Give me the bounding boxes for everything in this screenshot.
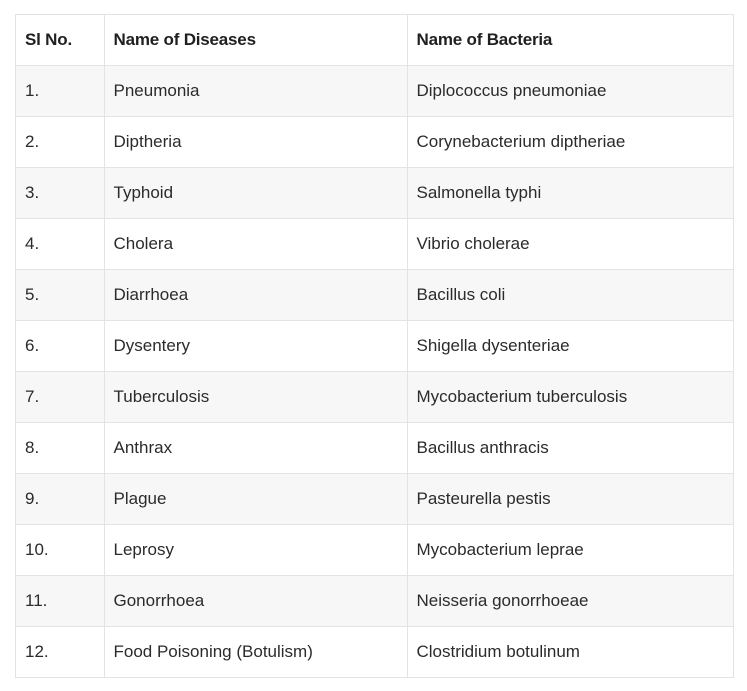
header-disease-name: Name of Diseases xyxy=(104,15,408,66)
cell-serial-number: 2. xyxy=(16,116,105,168)
cell-disease-name: Dysentery xyxy=(104,320,408,372)
table-row: 2. Diptheria Corynebacterium diptheriae xyxy=(16,116,733,168)
cell-disease-name: Pneumonia xyxy=(104,65,408,117)
diseases-bacteria-table-container: Sl No. Name of Diseases Name of Bacteria… xyxy=(15,14,734,678)
cell-serial-number: 9. xyxy=(16,473,105,525)
table-row: 11. Gonorrhoea Neisseria gonorrhoeae xyxy=(16,575,733,627)
cell-disease-name: Tuberculosis xyxy=(104,371,408,423)
header-row: Sl No. Name of Diseases Name of Bacteria xyxy=(16,15,733,66)
cell-bacteria-name: Corynebacterium diptheriae xyxy=(407,116,733,168)
cell-serial-number: 7. xyxy=(16,371,105,423)
cell-bacteria-name: Bacillus anthracis xyxy=(407,422,733,474)
cell-disease-name: Diptheria xyxy=(104,116,408,168)
cell-bacteria-name: Vibrio cholerae xyxy=(407,218,733,270)
table-row: 1. Pneumonia Diplococcus pneumoniae xyxy=(16,65,733,117)
cell-bacteria-name: Mycobacterium tuberculosis xyxy=(407,371,733,423)
cell-disease-name: Diarrhoea xyxy=(104,269,408,321)
cell-serial-number: 8. xyxy=(16,422,105,474)
cell-bacteria-name: Shigella dysenteriae xyxy=(407,320,733,372)
cell-serial-number: 12. xyxy=(16,626,105,677)
cell-disease-name: Cholera xyxy=(104,218,408,270)
cell-bacteria-name: Pasteurella pestis xyxy=(407,473,733,525)
cell-disease-name: Food Poisoning (Botulism) xyxy=(104,626,408,677)
cell-bacteria-name: Clostridium botulinum xyxy=(407,626,733,677)
cell-disease-name: Gonorrhoea xyxy=(104,575,408,627)
cell-disease-name: Plague xyxy=(104,473,408,525)
cell-bacteria-name: Mycobacterium leprae xyxy=(407,524,733,576)
table-row: 6. Dysentery Shigella dysenteriae xyxy=(16,320,733,372)
cell-bacteria-name: Diplococcus pneumoniae xyxy=(407,65,733,117)
cell-bacteria-name: Salmonella typhi xyxy=(407,167,733,219)
table-row: 5. Diarrhoea Bacillus coli xyxy=(16,269,733,321)
table-row: 12. Food Poisoning (Botulism) Clostridiu… xyxy=(16,626,733,677)
cell-serial-number: 3. xyxy=(16,167,105,219)
table-row: 8. Anthrax Bacillus anthracis xyxy=(16,422,733,474)
cell-disease-name: Typhoid xyxy=(104,167,408,219)
cell-serial-number: 1. xyxy=(16,65,105,117)
cell-serial-number: 4. xyxy=(16,218,105,270)
cell-disease-name: Leprosy xyxy=(104,524,408,576)
table-row: 10. Leprosy Mycobacterium leprae xyxy=(16,524,733,576)
table-row: 7. Tuberculosis Mycobacterium tuberculos… xyxy=(16,371,733,423)
cell-serial-number: 10. xyxy=(16,524,105,576)
table-row: 3. Typhoid Salmonella typhi xyxy=(16,167,733,219)
table-header: Sl No. Name of Diseases Name of Bacteria xyxy=(16,15,733,66)
cell-serial-number: 5. xyxy=(16,269,105,321)
table-body: 1. Pneumonia Diplococcus pneumoniae 2. D… xyxy=(16,65,733,677)
header-serial-number: Sl No. xyxy=(16,15,105,66)
cell-disease-name: Anthrax xyxy=(104,422,408,474)
header-bacteria-name: Name of Bacteria xyxy=(407,15,733,66)
cell-serial-number: 6. xyxy=(16,320,105,372)
cell-bacteria-name: Bacillus coli xyxy=(407,269,733,321)
cell-bacteria-name: Neisseria gonorrhoeae xyxy=(407,575,733,627)
cell-serial-number: 11. xyxy=(16,575,105,627)
table-row: 9. Plague Pasteurella pestis xyxy=(16,473,733,525)
table-row: 4. Cholera Vibrio cholerae xyxy=(16,218,733,270)
diseases-bacteria-table: Sl No. Name of Diseases Name of Bacteria… xyxy=(16,15,733,677)
